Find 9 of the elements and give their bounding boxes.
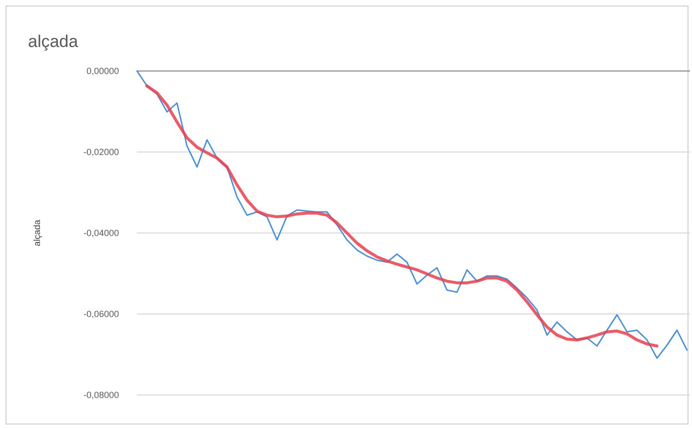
y-tick-label: -0,08000: [83, 390, 119, 400]
line-series: [146, 84, 658, 348]
y-axis-title: alçada: [32, 220, 42, 246]
y-tick-label: 0,00000: [86, 66, 119, 76]
line-series: [136, 70, 688, 359]
y-tick-label: -0,04000: [83, 228, 119, 238]
y-tick-label: -0,02000: [83, 147, 119, 157]
chart-title: alçada: [28, 32, 79, 51]
y-tick-label: -0,06000: [83, 309, 119, 319]
